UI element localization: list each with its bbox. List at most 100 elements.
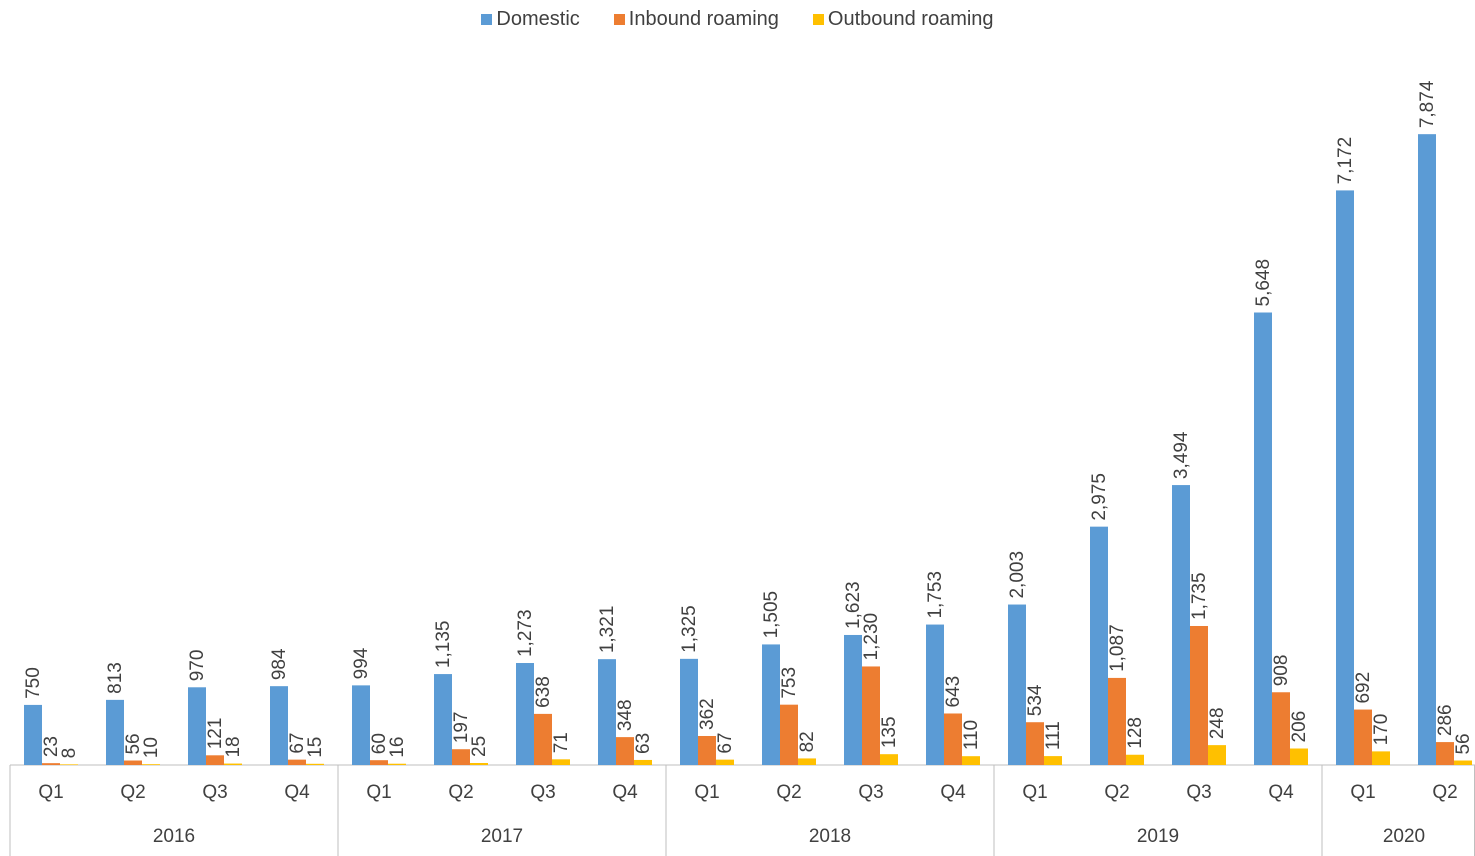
data-label: 25 (469, 736, 490, 757)
bar-domestic (926, 624, 944, 765)
data-label: 970 (187, 650, 208, 682)
bar-outbound-roaming (1290, 748, 1308, 765)
data-label: 8 (59, 748, 80, 759)
bar-inbound-roaming (1354, 709, 1372, 765)
legend-swatch (481, 13, 493, 25)
bar-domestic (24, 704, 42, 765)
bar-domestic (844, 634, 862, 765)
quarter-label: Q4 (1268, 782, 1294, 803)
year-label: 2016 (153, 826, 195, 847)
bar-domestic (106, 699, 124, 765)
bar-inbound-roaming (534, 713, 552, 765)
data-label: 362 (697, 698, 718, 730)
data-label: 7,172 (1335, 137, 1356, 185)
data-label: 23 (41, 736, 62, 757)
bar-outbound-roaming (1126, 754, 1144, 765)
quarter-label: Q2 (776, 782, 801, 803)
quarter-label: Q1 (38, 782, 63, 803)
bar-outbound-roaming (716, 759, 734, 765)
data-label: 638 (533, 676, 554, 708)
data-label: 206 (1289, 711, 1310, 743)
bar-outbound-roaming (60, 764, 78, 765)
bar-inbound-roaming (862, 666, 880, 765)
bar-outbound-roaming (634, 759, 652, 765)
bar-domestic (1254, 312, 1272, 765)
data-label: 63 (633, 733, 654, 754)
data-label: 643 (943, 676, 964, 708)
data-label: 2,975 (1089, 473, 1110, 521)
quarter-label: Q2 (1104, 782, 1129, 803)
data-label: 1,735 (1189, 572, 1210, 620)
data-label: 60 (369, 733, 390, 754)
quarter-label: Q3 (858, 782, 883, 803)
bar-outbound-roaming (552, 759, 570, 765)
data-label: 128 (1125, 717, 1146, 749)
bar-domestic (1418, 134, 1436, 765)
bar-outbound-roaming (1372, 751, 1390, 765)
data-label: 1,505 (761, 591, 782, 639)
quarter-label: Q2 (448, 782, 473, 803)
data-label: 1,087 (1107, 624, 1128, 672)
bar-inbound-roaming (206, 755, 224, 765)
data-label: 82 (797, 731, 818, 752)
bar-inbound-roaming (616, 737, 634, 765)
data-label: 1,230 (861, 613, 882, 661)
bar-domestic (1172, 485, 1190, 765)
data-label: 1,325 (679, 605, 700, 653)
legend-label: Outbound roaming (827, 7, 994, 30)
year-label: 2020 (1383, 826, 1425, 847)
legend-item-1: Inbound roaming (613, 7, 779, 31)
legend-label: Inbound roaming (628, 7, 779, 30)
bar-domestic (1336, 190, 1354, 765)
data-label: 18 (223, 736, 244, 757)
data-label: 753 (779, 667, 800, 699)
data-label: 5,648 (1253, 259, 1274, 307)
data-label: 813 (105, 662, 126, 694)
data-label: 71 (551, 732, 572, 753)
bar-outbound-roaming (142, 764, 160, 765)
data-label: 56 (1453, 733, 1474, 754)
bar-inbound-roaming (1272, 692, 1290, 765)
bar-domestic (270, 686, 288, 765)
data-label: 67 (715, 732, 736, 753)
bar-inbound-roaming (42, 763, 60, 765)
data-label: 121 (205, 718, 226, 750)
bar-outbound-roaming (962, 756, 980, 765)
bar-outbound-roaming (224, 763, 242, 765)
data-label: 2,003 (1007, 551, 1028, 599)
bar-inbound-roaming (944, 713, 962, 765)
quarter-label: Q2 (120, 782, 145, 803)
quarter-label: Q1 (366, 782, 391, 803)
data-label: 7,874 (1417, 80, 1438, 128)
quarter-label: Q3 (530, 782, 555, 803)
data-label: 750 (23, 667, 44, 699)
legend: Domestic Inbound roaming Outbound roaming (0, 6, 1475, 32)
data-label: 15 (305, 737, 326, 758)
data-label: 67 (287, 732, 308, 753)
year-label: 2018 (809, 826, 851, 847)
bar-domestic (680, 658, 698, 765)
bar-domestic (1090, 526, 1108, 765)
data-label: 1,135 (433, 621, 454, 669)
bar-domestic (434, 674, 452, 765)
data-label: 984 (269, 648, 290, 680)
legend-swatch (812, 13, 824, 25)
bar-domestic (762, 644, 780, 765)
quarter-label: Q1 (1022, 782, 1047, 803)
data-label: 348 (615, 699, 636, 731)
data-label: 534 (1025, 684, 1046, 716)
data-label: 170 (1371, 714, 1392, 746)
quarter-label: Q3 (1186, 782, 1211, 803)
data-label: 994 (351, 647, 372, 679)
data-label: 111 (1043, 721, 1064, 750)
bar-inbound-roaming (1108, 677, 1126, 765)
year-label: 2017 (481, 826, 523, 847)
data-label: 56 (123, 733, 144, 754)
data-label: 692 (1353, 672, 1374, 704)
data-label: 110 (961, 720, 982, 750)
bar-domestic (352, 685, 370, 765)
quarter-label: Q3 (202, 782, 227, 803)
quarter-label: Q2 (1432, 782, 1457, 803)
legend-item-2: Outbound roaming (812, 7, 994, 31)
